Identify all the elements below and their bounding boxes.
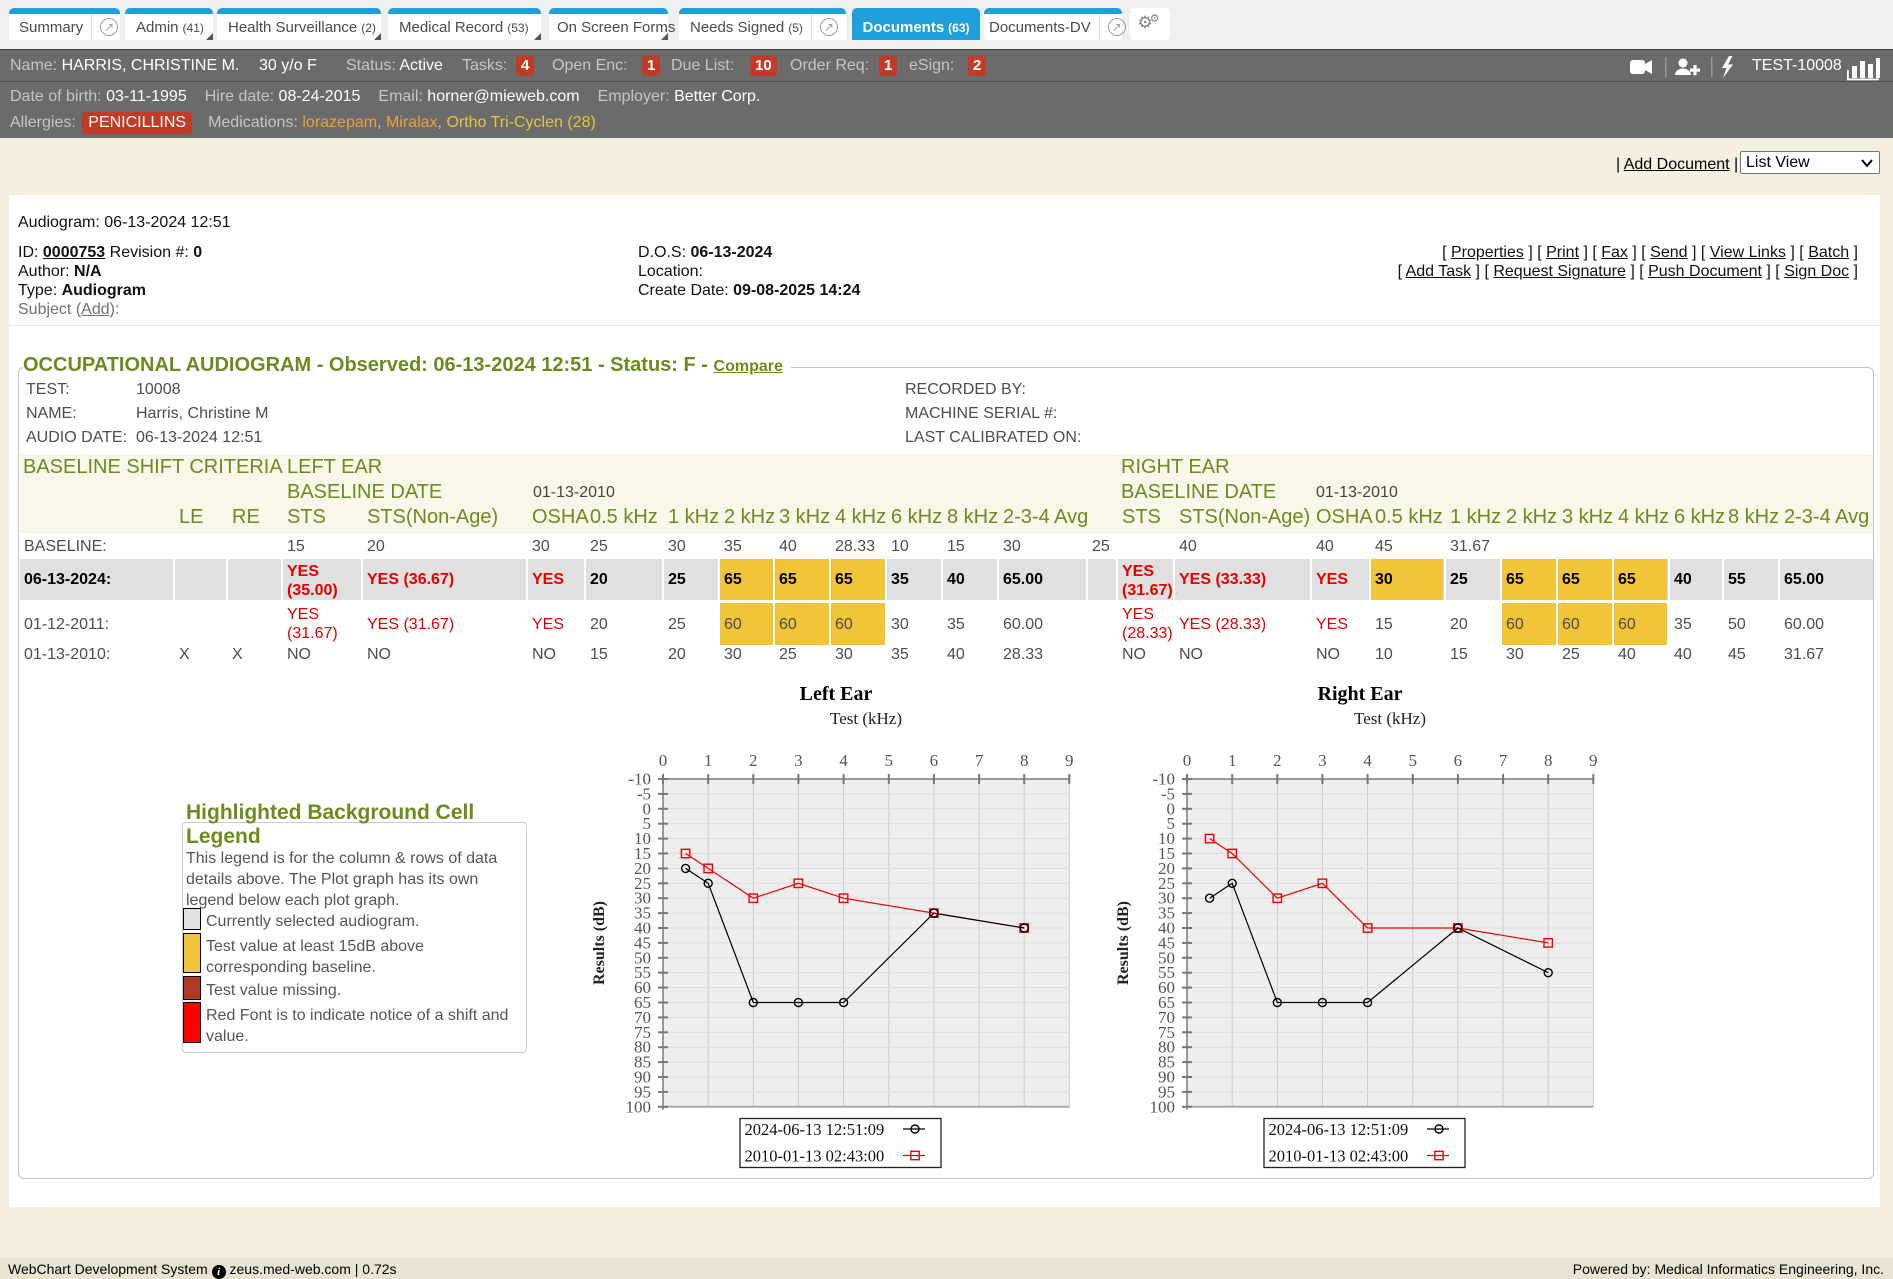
svg-text:40: 40 bbox=[634, 919, 651, 938]
svg-text:10: 10 bbox=[1158, 829, 1175, 848]
svg-text:Results (dB): Results (dB) bbox=[1115, 901, 1132, 985]
svg-text:75: 75 bbox=[1158, 1023, 1175, 1042]
svg-text:3: 3 bbox=[794, 751, 803, 770]
svg-text:100: 100 bbox=[1150, 1097, 1176, 1116]
svg-text:9: 9 bbox=[1065, 751, 1074, 770]
svg-text:25: 25 bbox=[1158, 874, 1175, 893]
svg-text:90: 90 bbox=[634, 1068, 651, 1087]
svg-text:4: 4 bbox=[1363, 751, 1372, 770]
svg-text:2010-01-13 02:43:00: 2010-01-13 02:43:00 bbox=[1269, 1147, 1409, 1166]
svg-text:6: 6 bbox=[930, 751, 939, 770]
svg-text:65: 65 bbox=[634, 993, 651, 1012]
svg-text:45: 45 bbox=[1158, 933, 1175, 952]
svg-text:80: 80 bbox=[1158, 1038, 1175, 1057]
svg-text:90: 90 bbox=[1158, 1068, 1175, 1087]
svg-text:95: 95 bbox=[1158, 1082, 1175, 1101]
svg-text:0: 0 bbox=[643, 799, 652, 818]
svg-text:35: 35 bbox=[1158, 904, 1175, 923]
svg-text:6: 6 bbox=[1454, 751, 1463, 770]
svg-text:Left Ear: Left Ear bbox=[800, 683, 873, 705]
svg-text:8: 8 bbox=[1020, 751, 1028, 770]
svg-text:15: 15 bbox=[1158, 844, 1175, 863]
svg-text:3: 3 bbox=[1318, 751, 1327, 770]
svg-text:100: 100 bbox=[626, 1097, 652, 1116]
svg-text:60: 60 bbox=[634, 978, 651, 997]
svg-text:5: 5 bbox=[1409, 751, 1418, 770]
svg-text:60: 60 bbox=[1158, 978, 1175, 997]
svg-text:25: 25 bbox=[634, 874, 651, 893]
svg-text:1: 1 bbox=[704, 751, 713, 770]
svg-text:30: 30 bbox=[1158, 889, 1175, 908]
svg-text:8: 8 bbox=[1544, 751, 1553, 770]
svg-text:50: 50 bbox=[1158, 948, 1175, 967]
svg-text:95: 95 bbox=[634, 1082, 651, 1101]
svg-text:45: 45 bbox=[634, 933, 651, 952]
svg-text:5: 5 bbox=[1167, 814, 1176, 833]
svg-text:80: 80 bbox=[634, 1038, 651, 1057]
svg-text:Test (kHz): Test (kHz) bbox=[830, 709, 902, 728]
svg-text:Test (kHz): Test (kHz) bbox=[1354, 709, 1426, 728]
svg-text:20: 20 bbox=[634, 859, 651, 878]
svg-text:2: 2 bbox=[749, 751, 758, 770]
svg-text:5: 5 bbox=[885, 751, 894, 770]
svg-text:35: 35 bbox=[634, 904, 651, 923]
svg-text:Right Ear: Right Ear bbox=[1318, 683, 1403, 705]
svg-text:10: 10 bbox=[634, 829, 651, 848]
svg-text:75: 75 bbox=[634, 1023, 651, 1042]
svg-text:0: 0 bbox=[1183, 751, 1192, 770]
svg-text:2010-01-13 02:43:00: 2010-01-13 02:43:00 bbox=[745, 1147, 885, 1166]
svg-text:5: 5 bbox=[643, 814, 652, 833]
svg-text:55: 55 bbox=[634, 963, 651, 982]
svg-text:2024-06-13 12:51:09: 2024-06-13 12:51:09 bbox=[745, 1120, 885, 1139]
svg-text:50: 50 bbox=[634, 948, 651, 967]
svg-text:7: 7 bbox=[975, 751, 984, 770]
svg-text:65: 65 bbox=[1158, 993, 1175, 1012]
svg-text:0: 0 bbox=[1167, 799, 1176, 818]
svg-text:30: 30 bbox=[634, 889, 651, 908]
svg-text:-10: -10 bbox=[628, 770, 651, 789]
svg-text:9: 9 bbox=[1589, 751, 1598, 770]
svg-text:85: 85 bbox=[1158, 1053, 1175, 1072]
svg-text:1: 1 bbox=[1228, 751, 1237, 770]
svg-text:15: 15 bbox=[634, 844, 651, 863]
svg-text:20: 20 bbox=[1158, 859, 1175, 878]
svg-text:40: 40 bbox=[1158, 919, 1175, 938]
svg-text:2: 2 bbox=[1273, 751, 1282, 770]
svg-text:Results (dB): Results (dB) bbox=[591, 901, 608, 985]
svg-text:0: 0 bbox=[659, 751, 668, 770]
svg-text:70: 70 bbox=[634, 1008, 651, 1027]
svg-text:-10: -10 bbox=[1152, 770, 1175, 789]
svg-text:-5: -5 bbox=[1161, 784, 1175, 803]
svg-text:2024-06-13 12:51:09: 2024-06-13 12:51:09 bbox=[1269, 1120, 1409, 1139]
svg-text:55: 55 bbox=[1158, 963, 1175, 982]
svg-text:85: 85 bbox=[634, 1053, 651, 1072]
svg-text:4: 4 bbox=[839, 751, 848, 770]
svg-text:7: 7 bbox=[1499, 751, 1508, 770]
svg-text:-5: -5 bbox=[637, 784, 651, 803]
svg-text:70: 70 bbox=[1158, 1008, 1175, 1027]
